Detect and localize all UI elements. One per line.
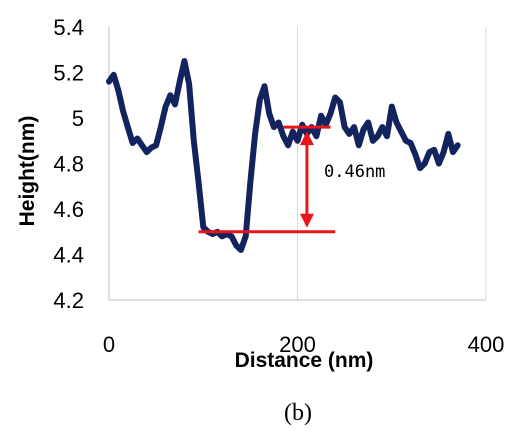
x-tick-label-2: 400 (468, 332, 505, 357)
figure-caption: (b) (284, 400, 312, 426)
series-group (106, 58, 461, 253)
height-arrow-head-down (299, 213, 314, 228)
y-tick-label-1: 4.4 (53, 243, 84, 268)
y-tick-labels: 4.2 4.4 4.6 4.8 5 5.2 5.4 (53, 15, 84, 313)
x-tick-labels: 0 200 400 (103, 332, 504, 357)
x-tick-label-0: 0 (103, 332, 115, 357)
gridlines (297, 27, 487, 300)
series-line-0 (106, 58, 461, 253)
annotation-label: 0.46nm (324, 162, 385, 182)
y-tick-label-5: 5.2 (53, 61, 84, 86)
height-arrow-head-up (299, 131, 314, 146)
annotation-group (198, 125, 336, 234)
y-tick-label-4: 5 (72, 106, 84, 131)
x-tick-label-1: 200 (279, 332, 316, 357)
x-axis-title: Distance (nm) (235, 349, 374, 372)
y-axis-title: Height(nm) (16, 116, 39, 227)
y-tick-label-6: 5.4 (53, 15, 84, 40)
y-tick-label-0: 4.2 (53, 288, 84, 313)
y-tick-label-2: 4.6 (53, 197, 84, 222)
y-tick-label-3: 4.8 (53, 152, 84, 177)
